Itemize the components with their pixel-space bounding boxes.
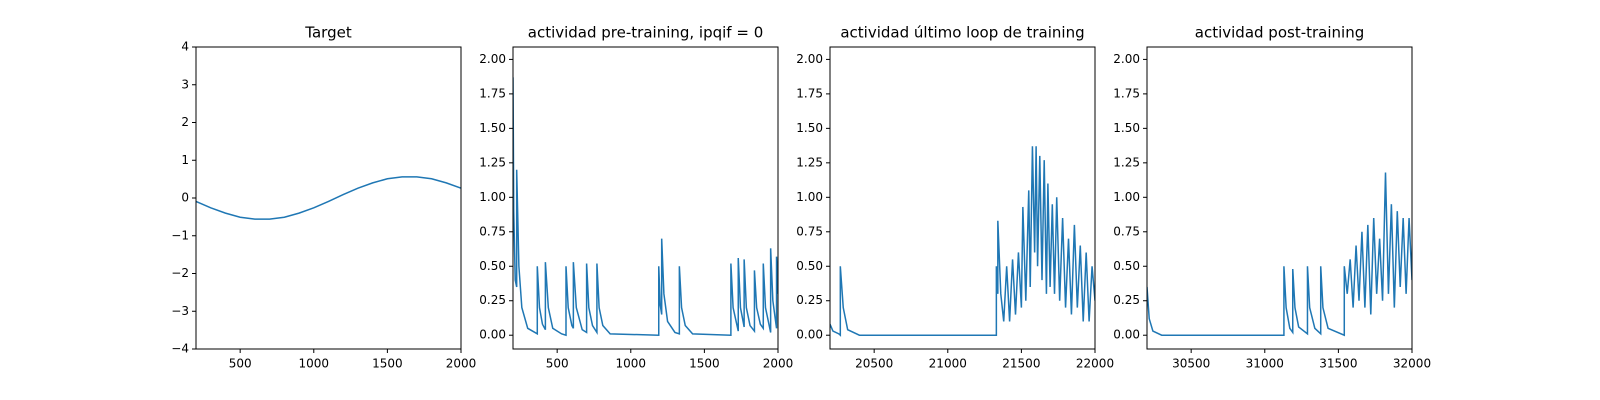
subplot-title: Target — [304, 24, 352, 42]
y-tick-label: 1.00 — [479, 190, 506, 204]
y-tick-label: 4 — [181, 40, 189, 54]
data-line — [196, 176, 461, 220]
y-tick-label: 1.25 — [796, 155, 823, 169]
axes-frame — [512, 46, 779, 350]
y-tick-label: 0 — [181, 191, 189, 205]
y-tick-label: 1.75 — [796, 86, 823, 100]
y-tick-label: 0.00 — [1113, 328, 1140, 342]
axes-frame — [195, 46, 462, 350]
x-tick-label: 500 — [229, 357, 252, 371]
y-tick-label: 0.50 — [479, 259, 506, 273]
x-tick-label: 20500 — [855, 357, 893, 371]
y-tick-label: 1.25 — [1113, 155, 1140, 169]
data-line — [830, 146, 1095, 337]
y-tick-label: 1.75 — [479, 86, 506, 100]
y-tick-label: 1.00 — [1113, 190, 1140, 204]
y-tick-label: 0.75 — [796, 224, 823, 238]
data-line — [1147, 172, 1412, 337]
y-tick-label: 0.00 — [796, 328, 823, 342]
y-tick-label: 0.75 — [479, 224, 506, 238]
x-tick-label: 21000 — [929, 357, 967, 371]
x-tick-label: 30500 — [1172, 357, 1210, 371]
x-tick-label: 1000 — [616, 357, 647, 371]
y-tick-label: 0.75 — [1113, 224, 1140, 238]
axes-frame — [829, 46, 1096, 350]
subplot-title: actividad último loop de training — [840, 24, 1084, 42]
y-tick-label: 1.50 — [796, 121, 823, 135]
y-tick-label: 0.50 — [796, 259, 823, 273]
x-tick-label: 2000 — [763, 357, 794, 371]
x-tick-label: 31500 — [1319, 357, 1357, 371]
y-tick-label: 0.25 — [1113, 293, 1140, 307]
y-tick-label: 1 — [181, 153, 189, 167]
x-tick-label: 31000 — [1246, 357, 1284, 371]
x-tick-label: 22000 — [1076, 357, 1114, 371]
x-tick-label: 1500 — [689, 357, 720, 371]
y-tick-label: 0.25 — [479, 293, 506, 307]
y-tick-label: 2 — [181, 115, 189, 129]
y-tick-label: −1 — [171, 228, 189, 242]
x-tick-label: 2000 — [446, 357, 477, 371]
axes-frame — [1146, 46, 1413, 350]
y-tick-label: 1.50 — [1113, 121, 1140, 135]
y-tick-label: 0.00 — [479, 328, 506, 342]
x-tick-label: 500 — [546, 357, 569, 371]
y-tick-label: 1.50 — [479, 121, 506, 135]
y-tick-label: 1.00 — [796, 190, 823, 204]
y-tick-label: 1.75 — [1113, 86, 1140, 100]
y-tick-label: 2.00 — [796, 52, 823, 66]
y-tick-label: 1.25 — [479, 155, 506, 169]
y-tick-label: −3 — [171, 304, 189, 318]
y-tick-label: −2 — [171, 266, 189, 280]
y-tick-label: −4 — [171, 342, 189, 356]
y-tick-label: 3 — [181, 77, 189, 91]
x-tick-label: 1500 — [372, 357, 403, 371]
y-tick-label: 0.50 — [1113, 259, 1140, 273]
subplot-title: actividad pre-training, ipqif = 0 — [528, 24, 764, 42]
x-tick-label: 1000 — [299, 357, 330, 371]
x-tick-label: 32000 — [1393, 357, 1431, 371]
y-tick-label: 0.25 — [796, 293, 823, 307]
data-line — [513, 77, 778, 337]
y-tick-label: 2.00 — [479, 52, 506, 66]
x-tick-label: 21500 — [1002, 357, 1040, 371]
subplot-title: actividad post-training — [1195, 24, 1364, 42]
y-tick-label: 2.00 — [1113, 52, 1140, 66]
